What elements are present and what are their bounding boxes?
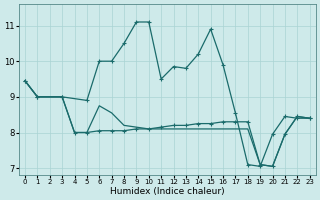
X-axis label: Humidex (Indice chaleur): Humidex (Indice chaleur) (110, 187, 225, 196)
